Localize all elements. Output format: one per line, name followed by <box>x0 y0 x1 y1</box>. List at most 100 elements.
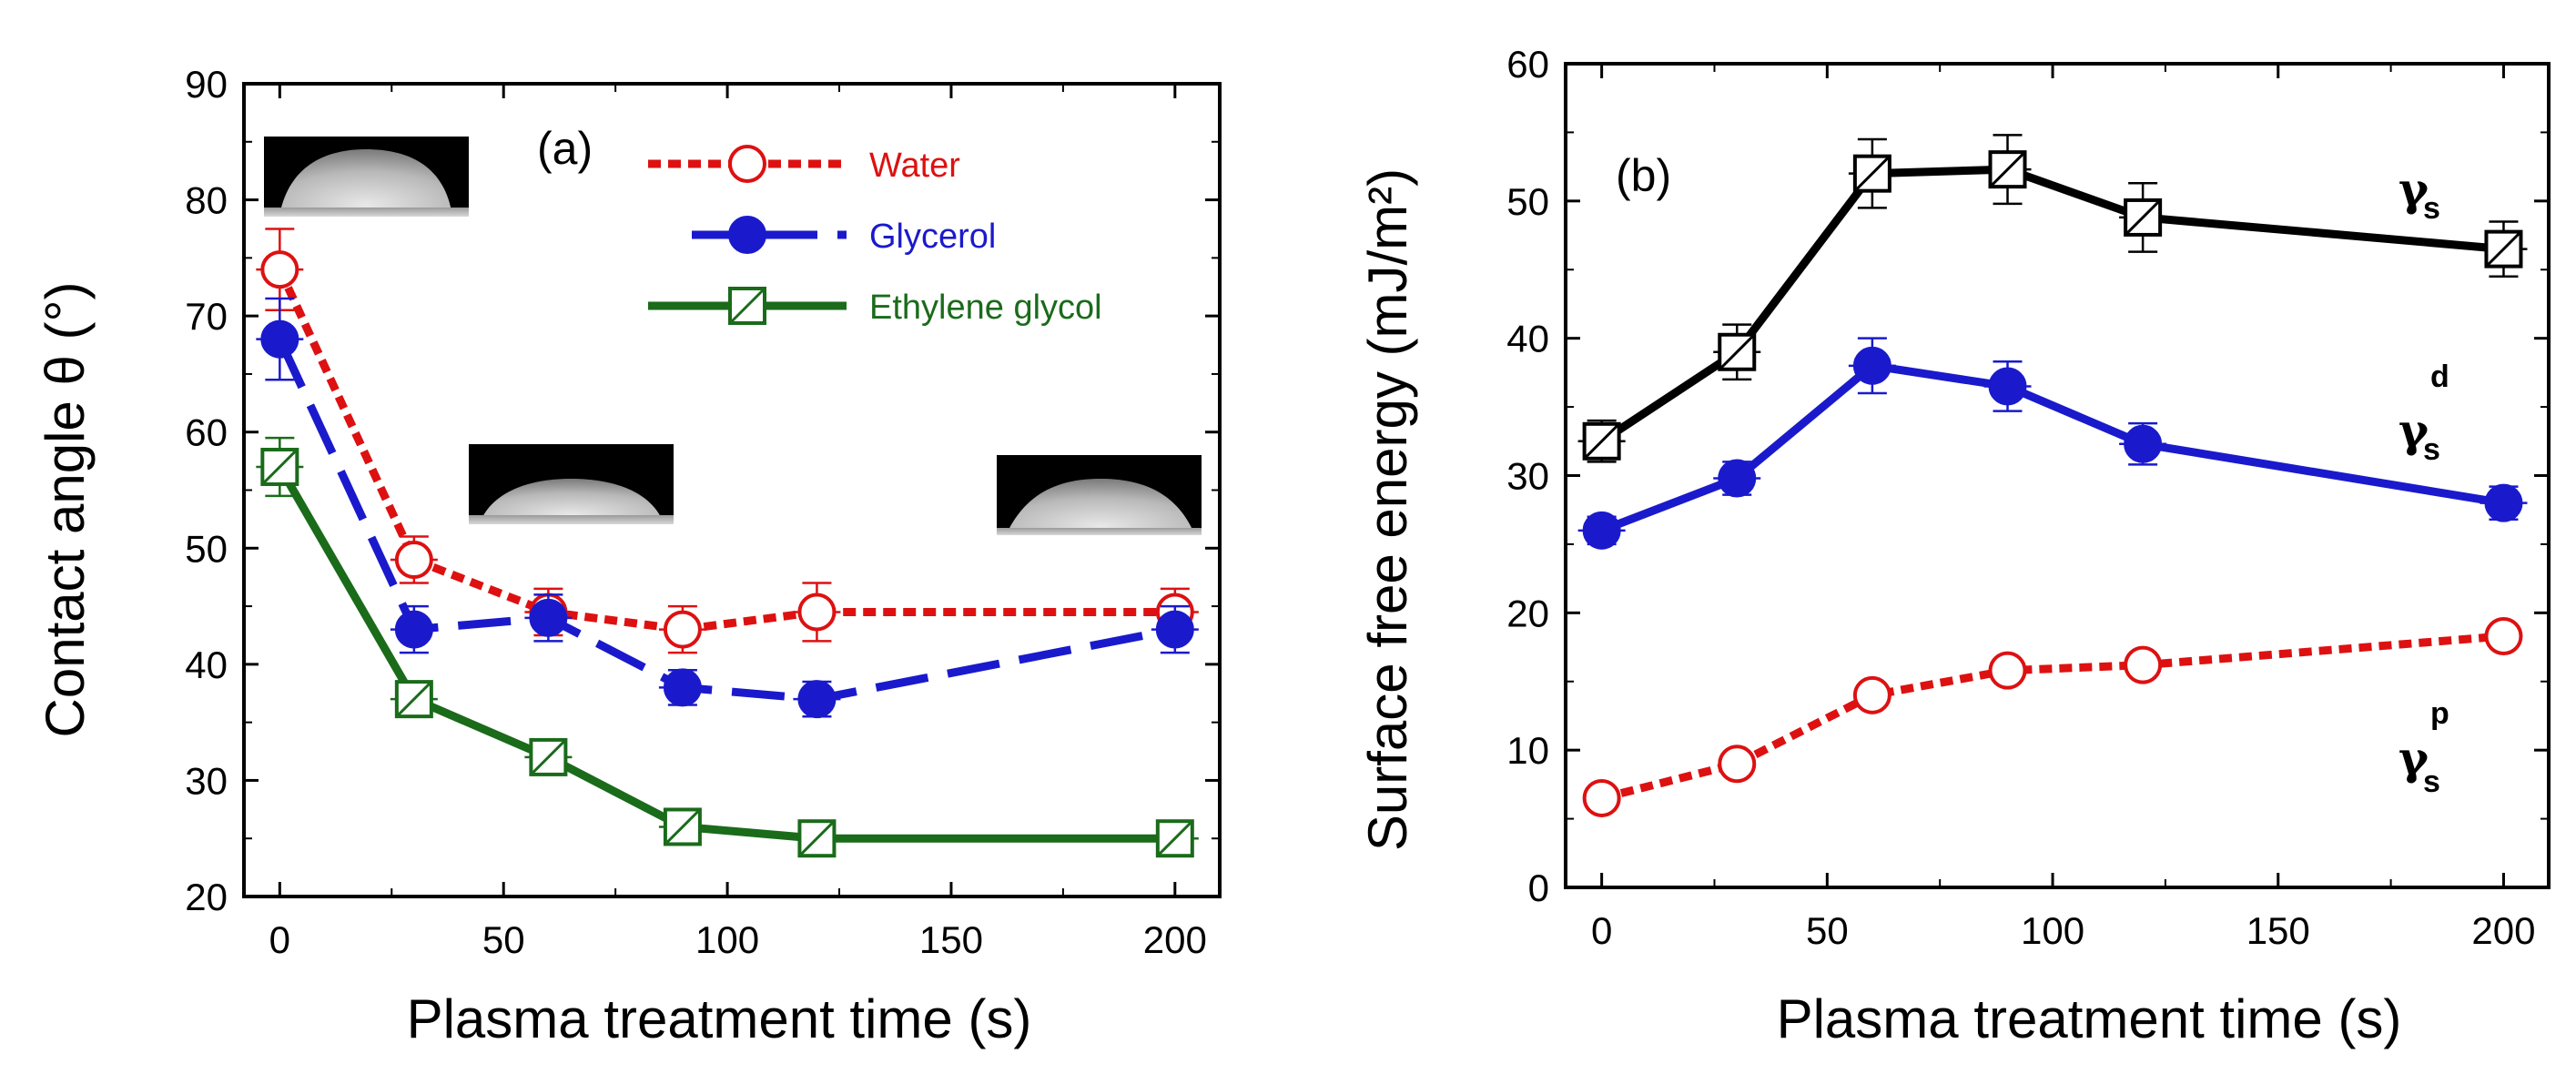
y-tick-label: 10 <box>1506 729 1549 772</box>
series-line <box>276 268 1175 634</box>
data-point <box>2124 424 2163 463</box>
data-point <box>2124 198 2163 237</box>
data-point <box>797 680 837 719</box>
y-tick-label: 20 <box>1506 592 1549 634</box>
data-point <box>1852 154 1891 193</box>
x-tick-label: 200 <box>1143 918 1207 961</box>
data-point <box>1155 610 1194 649</box>
legend-a: Water Glycerol Ethylene glycol <box>648 145 1102 327</box>
data-point <box>394 541 433 580</box>
data-point <box>260 250 299 289</box>
panel-label-b: (b) <box>1616 150 1671 201</box>
data-point <box>1582 778 1621 817</box>
y-tick-label: 60 <box>1506 43 1549 86</box>
droplet-photo-water-30s <box>469 444 674 524</box>
x-tick-label: 100 <box>2021 909 2084 952</box>
data-point <box>1718 745 1757 784</box>
x-tick-label: 50 <box>1806 909 1849 952</box>
series-line <box>1600 361 2505 535</box>
y-tick-label: 50 <box>1506 180 1549 223</box>
legend-entry-water: Water <box>648 145 960 185</box>
series-glycerol <box>256 297 1199 719</box>
annotation-gamma-sp-symbol: γ <box>2399 731 2429 785</box>
x-tick-label: 0 <box>1591 909 1612 952</box>
y-tick-label: 40 <box>1506 318 1549 360</box>
series-group-a <box>256 228 1199 858</box>
data-point <box>2484 229 2523 268</box>
y-tick-label: 50 <box>185 527 228 570</box>
data-point <box>663 807 702 846</box>
y-tick-label: 40 <box>185 643 228 686</box>
data-point <box>797 819 837 858</box>
y-axis-label-b: Surface free energy (mJ/m²) <box>1357 168 1418 851</box>
x-tick-label: 200 <box>2471 909 2535 952</box>
series-line <box>276 464 1175 843</box>
y-tick-label: 60 <box>185 411 228 454</box>
series--s-d <box>1577 337 2528 550</box>
data-point <box>1582 421 1621 461</box>
annotation-gamma-s-symbol: γ <box>2399 162 2429 216</box>
series-group-b <box>1577 134 2528 817</box>
x-tick-label: 100 <box>695 918 759 961</box>
annotation-gamma-sp-sup: p <box>2430 696 2449 731</box>
annotation-gamma-s-sub: s <box>2423 191 2440 226</box>
data-point <box>529 737 568 776</box>
chart-panel-a: 0 50 100 150 200 20 30 40 50 60 70 80 90 (a) Water <box>35 63 1222 1049</box>
data-point <box>663 668 702 707</box>
series--s <box>1577 134 2528 463</box>
annotation-gamma-sd-symbol: γ <box>2399 403 2429 457</box>
x-tick-label: 50 <box>482 918 525 961</box>
annotation-gamma-s-p: γ s p <box>2399 696 2449 799</box>
legend-label-ethylene-glycol: Ethylene glycol <box>869 289 1102 327</box>
data-point <box>797 593 837 632</box>
data-point <box>394 680 433 719</box>
series--s-p <box>1582 616 2523 817</box>
data-point <box>2124 645 2163 684</box>
annotation-gamma-s-d: γ s d <box>2399 360 2449 467</box>
data-point <box>1988 651 2027 690</box>
data-point <box>1582 511 1621 550</box>
x-axis-label-a: Plasma treatment time (s) <box>407 988 1032 1049</box>
x-tick-label: 0 <box>269 918 290 961</box>
series-ethylene-glycol <box>256 436 1199 858</box>
data-point <box>2484 483 2523 522</box>
data-point <box>2484 616 2523 655</box>
x-tick-label: 150 <box>919 918 983 961</box>
data-point <box>1718 332 1757 371</box>
y-tick-label: 0 <box>1528 866 1549 909</box>
data-point <box>1718 459 1757 498</box>
data-point <box>1155 819 1194 858</box>
panel-label-a: (a) <box>537 123 593 174</box>
y-tick-label: 70 <box>185 295 228 338</box>
series-line <box>276 337 1176 704</box>
data-point <box>1988 150 2027 189</box>
data-point <box>663 610 702 649</box>
data-point <box>1988 367 2027 406</box>
y-tick-label: 80 <box>185 179 228 222</box>
data-point <box>1852 675 1891 714</box>
legend-label-glycerol: Glycerol <box>869 218 996 256</box>
axes-b: 0 50 100 150 200 0 10 20 30 40 50 60 <box>1506 43 2551 952</box>
data-point <box>260 447 299 486</box>
annotation-gamma-sd-sub: s <box>2423 432 2440 467</box>
y-tick-label: 30 <box>1506 455 1549 498</box>
legend-label-water: Water <box>869 147 960 185</box>
data-point <box>260 319 299 359</box>
legend-entry-glycerol: Glycerol <box>692 216 996 256</box>
series-line <box>1599 165 2504 445</box>
data-point <box>1852 346 1891 385</box>
y-tick-label: 90 <box>185 63 228 106</box>
y-tick-label: 30 <box>185 759 228 802</box>
x-axis-label-b: Plasma treatment time (s) <box>1777 988 2402 1049</box>
axes-a: 0 50 100 150 200 20 30 40 50 60 70 80 90 <box>185 63 1222 961</box>
annotation-gamma-s: γ s <box>2399 162 2440 226</box>
data-point <box>529 598 568 637</box>
x-tick-label: 150 <box>2246 909 2310 952</box>
series-line <box>1600 632 2504 803</box>
annotation-gamma-sd-sup: d <box>2430 360 2449 394</box>
annotation-gamma-sp-sub: s <box>2423 765 2440 799</box>
y-tick-label: 20 <box>185 876 228 918</box>
legend-entry-ethylene-glycol: Ethylene glycol <box>648 287 1102 327</box>
droplet-photo-water-0s <box>264 137 469 217</box>
